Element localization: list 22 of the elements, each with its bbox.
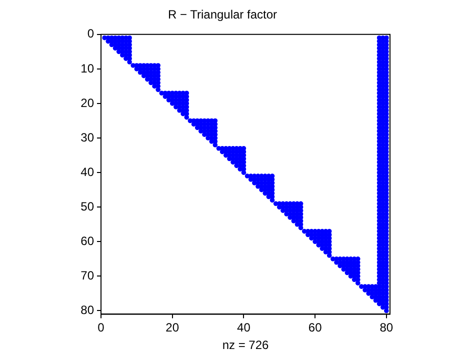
point (127, 60, 132, 64)
y-tick-label: 70 (80, 268, 94, 283)
y-tick-label: 40 (80, 164, 94, 179)
x-tick-label: 80 (380, 320, 394, 335)
x-tick-label: 20 (166, 320, 180, 335)
y-tick-label: 80 (80, 303, 94, 318)
y-tick-label: 60 (80, 234, 94, 248)
point (326, 253, 332, 258)
chart-title: R − Triangular factor (168, 8, 278, 22)
point (241, 170, 246, 175)
y-tick-label: 0 (87, 26, 94, 41)
point (156, 87, 160, 92)
y-tick-label: 10 (80, 61, 94, 76)
y-tick-label: 30 (80, 130, 94, 144)
y-tick-label: 50 (80, 199, 94, 214)
x-tick-label: 60 (308, 320, 322, 335)
x-axis-title: nz = 726 (222, 338, 270, 352)
y-tick-label: 20 (80, 96, 94, 110)
point (212, 142, 218, 148)
point (355, 280, 360, 286)
x-tick-label: 40 (237, 320, 251, 335)
x-tick-label: 0 (98, 320, 105, 335)
